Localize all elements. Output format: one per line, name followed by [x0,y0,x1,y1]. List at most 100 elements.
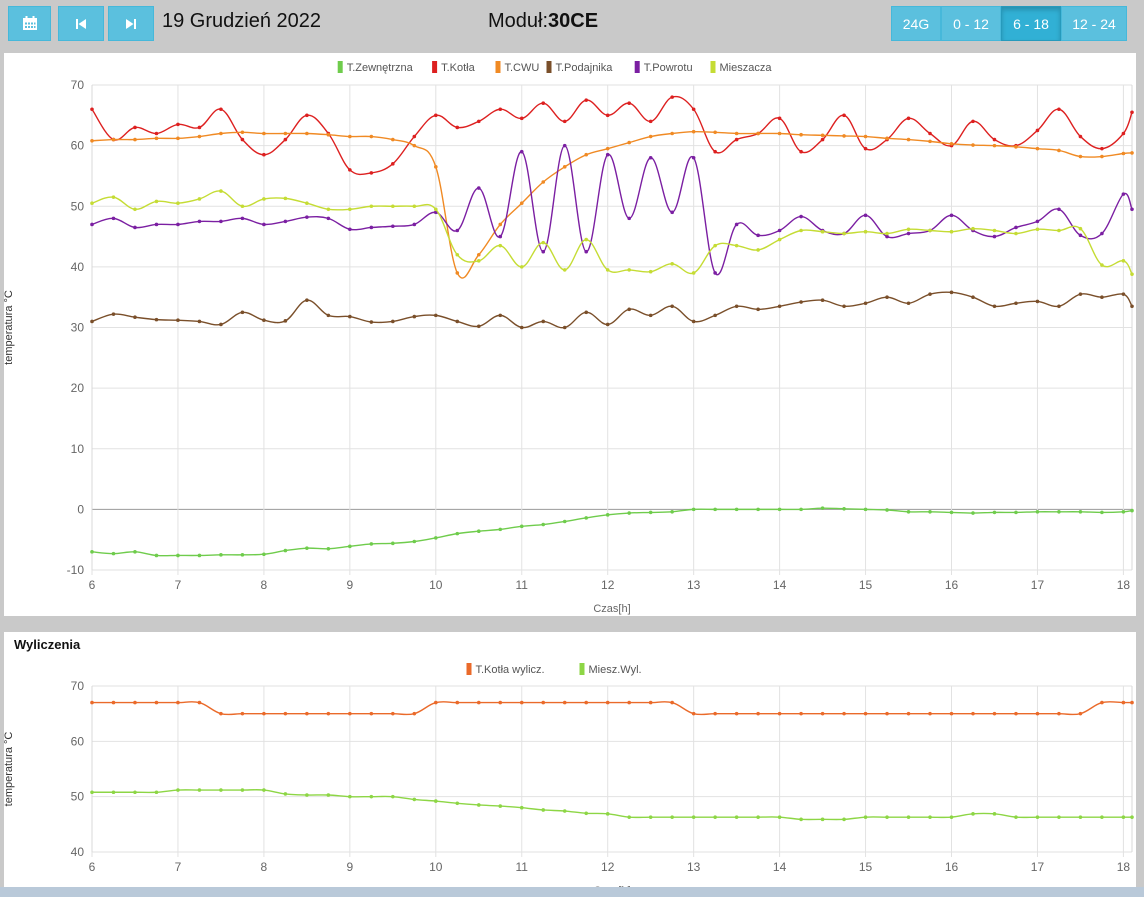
data-point-t-powrotu [713,271,717,275]
data-point-miesz-wyl [928,815,932,819]
data-point-t-podajnika [111,312,116,316]
data-point-mieszacza [262,197,266,201]
range-24g-button[interactable]: 24G [891,6,941,41]
data-point-t-zewnetrzna [90,550,94,554]
data-point-t-kotla-wylicz [605,700,610,705]
data-point-t-podajnika [842,304,846,309]
data-point-t-powrotu [154,222,159,227]
data-point-miesz-wyl [262,788,266,792]
current-date: 19 Grudzień 2022 [162,10,322,32]
data-point-t-powrotu [498,234,503,239]
data-point-miesz-wyl [799,817,803,822]
data-point-t-cwu [1014,145,1018,149]
legend-item-t-zewnetrzna: T.Zewnętrzna [347,62,414,74]
skip-forward-icon [126,18,136,29]
data-point-t-powrotu [777,228,782,233]
next-day-button[interactable] [108,6,154,41]
data-point-mieszacza [90,201,94,206]
data-point-t-zewnetrzna [648,510,653,515]
data-point-t-cwu [734,131,739,136]
x-axis-label: Czas[h] [593,603,630,615]
legend-swatch-miesz-wyl [579,663,585,675]
data-point-t-podajnika [240,310,245,315]
data-point-t-zewnetrzna [1035,510,1040,514]
data-point-t-zewnetrzna [842,506,846,511]
range-12-24-button[interactable]: 12 - 24 [1061,6,1127,41]
data-point-miesz-wyl [476,803,481,807]
data-point-mieszacza [842,231,846,236]
data-point-mieszacza [133,207,137,212]
toolbar: 19 Grudzień 2022 Moduł:30CE 24G 0 - 12 6… [0,0,1144,47]
y-tick-label: 70 [71,78,85,92]
data-point-t-powrotu [691,155,696,160]
data-point-t-kotla-wylicz [1035,711,1040,716]
data-point-t-kotla-wylicz [111,700,116,705]
data-point-t-kotla [627,101,631,105]
data-point-t-kotla [240,137,245,142]
legend-item-t-kotla: T.Kotła [441,62,476,74]
x-tick-label: 10 [429,860,443,874]
data-point-t-kotla-wylicz [262,711,266,716]
data-point-t-kotla [820,137,825,142]
data-point-mieszacza [756,248,760,252]
data-point-t-podajnika [906,301,911,306]
data-point-t-podajnika [541,319,546,324]
data-point-t-kotla-wylicz [1057,711,1061,716]
data-point-t-podajnika [219,322,223,327]
data-point-t-podajnika [1035,299,1040,304]
range-0-12-button[interactable]: 0 - 12 [941,6,1001,41]
x-tick-label: 9 [347,860,354,874]
data-point-t-zewnetrzna [734,507,739,512]
data-point-t-kotla [713,149,717,154]
previous-day-button[interactable] [58,6,104,41]
data-point-t-kotla [1121,131,1126,136]
data-point-t-kotla-wylicz [734,711,739,716]
x-tick-label: 13 [687,578,701,592]
data-point-t-zewnetrzna [777,507,782,512]
data-point-t-zewnetrzna [133,550,137,554]
data-point-t-kotla-wylicz [176,700,180,705]
data-point-t-zewnetrzna [154,553,159,558]
y-tick-label: -10 [67,563,85,577]
calendar-button[interactable] [8,6,51,41]
data-point-t-zewnetrzna [1121,510,1126,514]
series-line-t-podajnika [91,291,1133,329]
x-tick-label: 7 [175,860,182,874]
range-selector: 24G 0 - 12 6 - 18 12 - 24 [891,6,1127,41]
data-point-miesz-wyl [305,793,309,797]
data-point-t-powrotu [605,152,610,157]
data-point-t-kotla [799,149,803,154]
data-point-t-kotla [1035,128,1040,133]
data-point-t-podajnika [262,318,266,323]
data-point-t-podajnika [799,300,803,304]
data-point-miesz-wyl [541,808,546,812]
data-point-t-kotla-wylicz [691,711,696,716]
data-point-t-cwu [412,143,417,148]
x-tick-label: 12 [601,860,615,874]
data-point-mieszacza [584,237,589,242]
data-point-t-kotla [1130,110,1134,115]
range-6-18-button[interactable]: 6 - 18 [1001,6,1061,41]
data-point-t-kotla [1057,107,1061,112]
legend-swatch-t-podajnika [546,61,552,73]
data-point-t-cwu [305,131,309,136]
data-point-t-podajnika [476,324,481,329]
data-point-t-podajnika [326,313,331,318]
data-point-t-powrotu [1057,207,1061,212]
data-point-miesz-wyl [1078,815,1083,819]
data-point-t-cwu [326,132,331,137]
data-point-t-powrotu [1078,233,1083,238]
data-point-t-kotla [305,113,309,118]
data-point-t-zewnetrzna [584,516,589,520]
data-point-t-kotla [434,113,438,118]
data-point-t-powrotu [648,155,653,160]
data-point-t-kotla-wylicz [1078,711,1083,716]
data-point-t-kotla-wylicz [412,711,417,716]
data-point-t-podajnika [691,319,696,324]
data-point-mieszacza [992,228,997,233]
data-point-mieszacza [541,240,546,245]
x-tick-label: 16 [945,578,959,592]
data-point-mieszacza [519,265,524,269]
data-point-miesz-wyl [1130,815,1134,819]
x-tick-label: 7 [175,578,182,592]
